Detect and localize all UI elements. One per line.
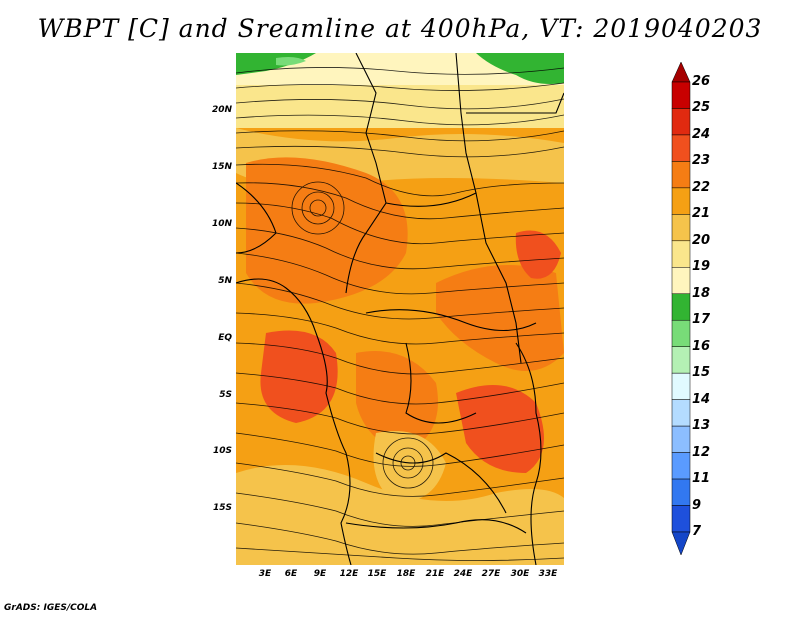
wbpt-warm-east xyxy=(436,265,564,371)
grads-credit: GrADS: IGES/COLA xyxy=(4,603,98,613)
lon-label-15e: 15E xyxy=(367,569,387,579)
lat-label-20n: 20N xyxy=(211,105,232,115)
lon-label-21e: 21E xyxy=(425,569,445,579)
colorbar-segment xyxy=(671,452,691,480)
colorbar-segment xyxy=(671,478,691,506)
lon-label-6e: 6E xyxy=(284,569,298,579)
colorbar-label: 24 xyxy=(692,126,711,142)
colorbar-label: 14 xyxy=(692,391,711,407)
colorbar-label: 9 xyxy=(692,497,702,513)
colorbar-label: 15 xyxy=(692,365,711,381)
colorbar-label: 7 xyxy=(692,524,702,539)
wbpt-patch-17-east xyxy=(476,53,564,84)
map-panel xyxy=(236,53,564,565)
lat-label-10n: 10N xyxy=(211,219,232,229)
lon-label-33e: 33E xyxy=(538,569,558,579)
wbpt-map xyxy=(236,53,564,565)
colorbar-segment xyxy=(671,267,691,295)
wbpt-hot-west xyxy=(260,330,338,423)
colorbar-segment xyxy=(671,293,691,321)
lat-label-15s: 15S xyxy=(212,503,232,513)
colorbar-label: 22 xyxy=(692,179,711,195)
lat-label-eq: EQ xyxy=(218,333,232,343)
lon-label-30e: 30E xyxy=(510,569,530,579)
colorbar-label: 18 xyxy=(692,285,711,301)
streamlines xyxy=(236,67,564,561)
colorbar-bottom-arrow xyxy=(671,531,691,556)
wbpt-warm-west-north xyxy=(246,157,408,304)
colorbar-segment xyxy=(671,161,691,189)
wbpt-warm-central xyxy=(356,351,438,453)
chart-title: WBPT [C] and Sreamline at 400hPa, VT: 20… xyxy=(37,14,763,43)
colorbar xyxy=(671,61,691,556)
lon-label-18e: 18E xyxy=(396,569,416,579)
colorbar-label: 21 xyxy=(692,206,711,222)
lon-label-12e: 12E xyxy=(339,569,359,579)
wbpt-hot-east xyxy=(456,385,544,473)
colorbar-label: 19 xyxy=(692,259,711,275)
borders xyxy=(236,53,564,565)
colorbar-label: 20 xyxy=(692,232,711,248)
colorbar-segment xyxy=(671,134,691,162)
colorbar-segment xyxy=(671,505,691,533)
lat-label-5n: 5N xyxy=(218,276,232,286)
wbpt-hot-northeast xyxy=(515,230,561,279)
colorbar-label: 23 xyxy=(692,153,711,169)
lat-label-5s: 5S xyxy=(219,390,232,400)
colorbar-segment xyxy=(671,319,691,347)
colorbar-segment xyxy=(671,240,691,268)
wbpt-cool-vortex xyxy=(373,431,446,503)
colorbar-label: 25 xyxy=(692,100,711,116)
colorbar-segment xyxy=(671,425,691,453)
colorbar-segment xyxy=(671,372,691,400)
lon-label-9e: 9E xyxy=(313,569,327,579)
wbpt-cool-south xyxy=(236,465,564,565)
colorbar-segment xyxy=(671,346,691,374)
colorbar-label: 26 xyxy=(692,74,711,89)
colorbar-label: 13 xyxy=(692,418,711,434)
colorbar-label: 16 xyxy=(692,338,711,354)
colorbar-label: 11 xyxy=(692,471,711,487)
colorbar-segment xyxy=(671,214,691,242)
wbpt-patch-16 xyxy=(276,57,306,66)
colorbar-segment xyxy=(671,187,691,215)
lon-label-3e: 3E xyxy=(258,569,272,579)
colorbar-segment xyxy=(671,399,691,427)
colorbar-segment xyxy=(671,81,691,109)
lon-label-27e: 27E xyxy=(481,569,501,579)
colorbar-label: 17 xyxy=(692,312,711,328)
lon-label-24e: 24E xyxy=(453,569,473,579)
lat-label-15n: 15N xyxy=(211,162,232,172)
lat-label-10s: 10S xyxy=(212,446,232,456)
colorbar-top-arrow xyxy=(671,61,691,83)
colorbar-label: 12 xyxy=(692,444,711,460)
colorbar-segment xyxy=(671,108,691,136)
